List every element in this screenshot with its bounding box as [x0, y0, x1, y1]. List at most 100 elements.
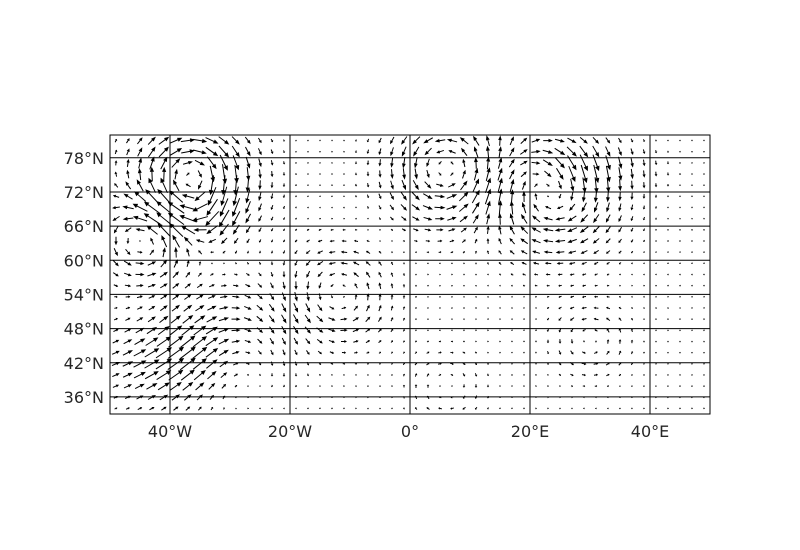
- wind-arrow: [328, 261, 336, 265]
- wind-arrow: [679, 307, 681, 309]
- wind-arrow: [475, 307, 477, 309]
- wind-arrow: [463, 307, 465, 309]
- wind-arrow: [331, 374, 333, 376]
- wind-arrow: [510, 340, 514, 343]
- wind-arrow: [354, 283, 358, 289]
- wind-arrow: [148, 146, 156, 158]
- wind-arrow: [411, 192, 420, 201]
- wind-arrow: [450, 161, 454, 165]
- wind-arrow: [594, 273, 598, 276]
- wind-arrow: [570, 178, 575, 192]
- wind-arrow: [218, 136, 230, 145]
- wind-arrow: [306, 373, 310, 377]
- wind-arrow: [654, 160, 658, 166]
- wind-arrow: [181, 225, 196, 235]
- wind-arrow: [654, 318, 657, 320]
- wind-arrow: [113, 248, 118, 257]
- wind-arrow: [168, 335, 184, 348]
- wind-arrow: [607, 407, 609, 410]
- wind-arrow: [403, 251, 405, 254]
- wind-arrow: [221, 383, 227, 389]
- wind-arrow: [304, 314, 311, 324]
- wind-arrow: [355, 385, 357, 388]
- wind-arrow: [582, 295, 587, 299]
- wind-arrow: [556, 261, 564, 265]
- wind-arrow: [593, 306, 599, 310]
- wind-arrow: [208, 175, 215, 196]
- wind-arrow: [582, 384, 586, 388]
- wind-arrow: [282, 250, 286, 254]
- wind-arrow: [340, 328, 348, 332]
- wind-arrow: [487, 273, 489, 276]
- wind-arrow: [354, 183, 358, 187]
- wind-arrow: [521, 180, 526, 190]
- wind-arrow: [133, 371, 146, 379]
- wind-arrow: [579, 137, 588, 144]
- wind-arrow: [555, 217, 565, 221]
- wind-arrow: [294, 384, 298, 388]
- wind-arrow: [509, 237, 515, 245]
- wind-arrow: [219, 198, 229, 217]
- wind-arrow: [318, 162, 322, 164]
- wind-arrow: [378, 316, 382, 322]
- wind-arrow: [434, 205, 446, 210]
- wind-arrow: [593, 214, 600, 224]
- wind-arrow: [366, 149, 370, 154]
- wind-arrow: [367, 385, 369, 387]
- wind-arrow: [354, 161, 358, 165]
- wind-arrow: [703, 307, 705, 309]
- wind-arrow: [329, 239, 335, 243]
- wind-arrow: [126, 238, 130, 244]
- wind-arrow: [234, 164, 239, 184]
- wind-arrow: [235, 262, 237, 265]
- wind-arrow: [618, 238, 622, 243]
- wind-arrow: [390, 261, 394, 266]
- wind-arrow: [378, 251, 382, 254]
- wind-arrow: [342, 184, 346, 186]
- wind-arrow: [196, 294, 204, 300]
- y-tick-label: 78°N: [64, 149, 104, 168]
- wind-arrow: [690, 351, 694, 354]
- wind-arrow: [666, 150, 670, 153]
- wind-arrow: [630, 328, 634, 332]
- wind-arrow: [666, 195, 670, 198]
- wind-arrow: [499, 351, 501, 354]
- wind-arrow: [426, 296, 430, 298]
- wind-arrow: [678, 139, 682, 142]
- wind-arrow: [499, 295, 501, 298]
- wind-arrow: [389, 192, 394, 200]
- wind-arrow: [498, 329, 502, 331]
- wind-arrow: [655, 374, 657, 376]
- wind-arrow: [354, 206, 358, 209]
- wind-arrow: [510, 329, 513, 331]
- wind-arrow: [534, 284, 538, 287]
- wind-arrow: [244, 340, 252, 343]
- wind-arrow: [498, 188, 503, 205]
- wind-arrow: [557, 273, 563, 276]
- wind-arrow: [112, 373, 120, 377]
- wind-arrow: [234, 273, 238, 276]
- wind-arrow: [534, 273, 539, 276]
- wind-arrow: [316, 339, 323, 344]
- wind-arrow: [305, 250, 311, 254]
- wind-arrow: [367, 373, 369, 376]
- wind-arrow: [365, 340, 370, 344]
- wind-arrow: [654, 194, 658, 198]
- wind-arrow: [582, 273, 587, 276]
- wind-arrow: [703, 374, 706, 376]
- wind-arrow: [161, 406, 167, 411]
- wind-arrow: [678, 173, 682, 175]
- wind-arrow: [666, 184, 670, 187]
- wind-arrow: [197, 170, 202, 178]
- wind-arrow: [295, 228, 298, 231]
- wind-arrow: [690, 139, 694, 142]
- wind-arrow: [451, 307, 453, 309]
- wind-arrow: [414, 284, 418, 287]
- wind-arrow: [179, 346, 196, 360]
- wind-arrow: [306, 184, 310, 186]
- wind-arrow: [378, 193, 382, 200]
- wind-arrow: [678, 363, 682, 365]
- wind-arrow: [618, 373, 621, 377]
- wind-arrow: [542, 159, 553, 166]
